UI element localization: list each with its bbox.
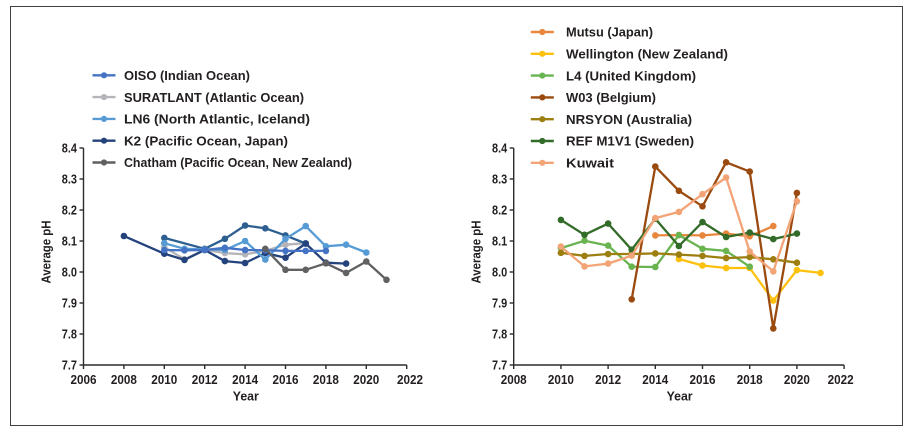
svg-text:2016: 2016 bbox=[273, 372, 299, 387]
svg-text:2008: 2008 bbox=[111, 372, 137, 387]
svg-text:Year: Year bbox=[233, 389, 259, 404]
svg-text:W03 (Belgium): W03 (Belgium) bbox=[566, 90, 656, 105]
svg-text:2020: 2020 bbox=[784, 372, 810, 387]
svg-text:7.8: 7.8 bbox=[492, 327, 507, 342]
svg-text:Average pH: Average pH bbox=[469, 221, 484, 284]
svg-text:2010: 2010 bbox=[548, 372, 574, 387]
svg-text:8.2: 8.2 bbox=[62, 203, 77, 218]
svg-text:2014: 2014 bbox=[232, 372, 259, 387]
svg-text:SURATLANT (Atlantic Ocean): SURATLANT (Atlantic Ocean) bbox=[124, 90, 304, 105]
svg-text:Wellington (New Zealand): Wellington (New Zealand) bbox=[566, 47, 728, 62]
svg-text:2010: 2010 bbox=[151, 372, 177, 387]
svg-text:7.7: 7.7 bbox=[62, 358, 77, 373]
svg-text:NRSYON (Australia): NRSYON (Australia) bbox=[566, 112, 692, 127]
svg-text:2008: 2008 bbox=[501, 372, 527, 387]
svg-text:Average pH: Average pH bbox=[39, 221, 54, 284]
svg-text:8.1: 8.1 bbox=[492, 234, 507, 249]
svg-text:Mutsu (Japan): Mutsu (Japan) bbox=[566, 25, 653, 40]
svg-text:2022: 2022 bbox=[828, 372, 854, 387]
svg-text:8.4: 8.4 bbox=[62, 141, 78, 156]
svg-text:7.8: 7.8 bbox=[62, 327, 77, 342]
svg-text:8.4: 8.4 bbox=[492, 141, 508, 156]
svg-text:8.2: 8.2 bbox=[492, 203, 507, 218]
svg-text:Year: Year bbox=[667, 389, 693, 404]
svg-text:2012: 2012 bbox=[192, 372, 218, 387]
svg-text:2018: 2018 bbox=[313, 372, 339, 387]
svg-text:REF M1V1 (Sweden): REF M1V1 (Sweden) bbox=[566, 134, 694, 149]
svg-text:LN6 (North Atlantic, Iceland): LN6 (North Atlantic, Iceland) bbox=[124, 112, 310, 127]
svg-text:8.3: 8.3 bbox=[492, 172, 507, 187]
svg-text:8.0: 8.0 bbox=[62, 265, 77, 280]
svg-text:L4 (United Kingdom): L4 (United Kingdom) bbox=[566, 68, 696, 83]
svg-text:OISO (Indian Ocean): OISO (Indian Ocean) bbox=[124, 68, 250, 83]
svg-text:7.9: 7.9 bbox=[62, 296, 77, 311]
svg-text:2014: 2014 bbox=[642, 372, 669, 387]
svg-text:K2 (Pacific Ocean, Japan): K2 (Pacific Ocean, Japan) bbox=[124, 133, 288, 148]
svg-text:2018: 2018 bbox=[737, 372, 763, 387]
svg-text:2012: 2012 bbox=[595, 372, 621, 387]
svg-text:2006: 2006 bbox=[71, 372, 97, 387]
svg-text:2020: 2020 bbox=[353, 372, 379, 387]
svg-text:Kuwait: Kuwait bbox=[566, 156, 615, 171]
svg-text:7.7: 7.7 bbox=[492, 358, 507, 373]
svg-text:2016: 2016 bbox=[690, 372, 716, 387]
svg-text:8.3: 8.3 bbox=[62, 172, 77, 187]
svg-text:2022: 2022 bbox=[397, 372, 423, 387]
svg-text:8.1: 8.1 bbox=[62, 234, 77, 249]
svg-text:Chatham (Pacific Ocean, New Ze: Chatham (Pacific Ocean, New Zealand) bbox=[124, 155, 352, 170]
svg-text:8.0: 8.0 bbox=[492, 265, 507, 280]
svg-text:7.9: 7.9 bbox=[492, 296, 507, 311]
